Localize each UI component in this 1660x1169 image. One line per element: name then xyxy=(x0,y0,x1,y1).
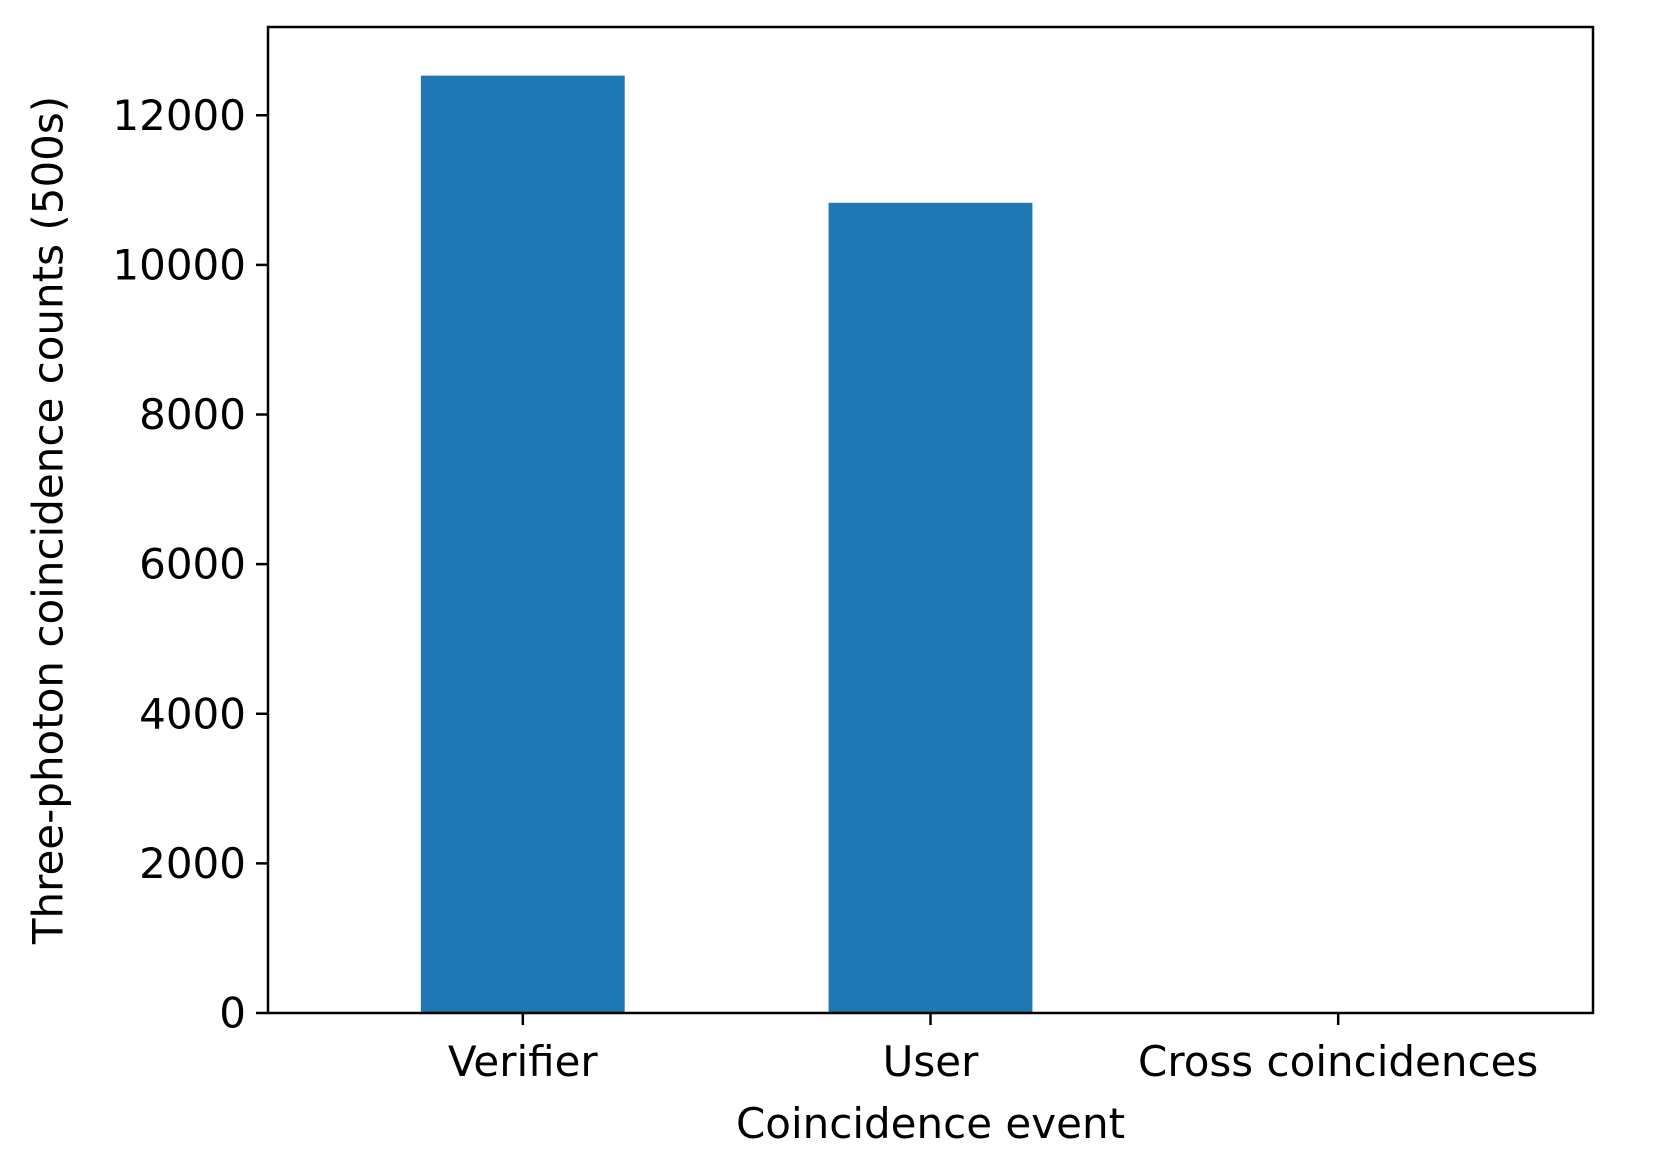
y-tick-label: 10000 xyxy=(112,240,246,289)
y-tick-label: 2000 xyxy=(139,839,246,888)
x-tick-label: Cross coincidences xyxy=(1138,1037,1538,1086)
bars-group xyxy=(420,75,1033,1013)
y-tick-label: 6000 xyxy=(139,540,246,589)
x-tick-label: User xyxy=(883,1037,979,1086)
x-axis: Verifier User Cross coincidences xyxy=(448,1013,1538,1086)
x-axis-label: Coincidence event xyxy=(736,1099,1125,1148)
y-tick-label: 0 xyxy=(219,989,246,1038)
bar-user xyxy=(828,202,1033,1013)
y-axis: 0 2000 4000 6000 8000 10000 12000 xyxy=(112,91,268,1038)
y-tick-label: 8000 xyxy=(139,390,246,439)
x-tick-label: Verifier xyxy=(448,1037,599,1086)
y-tick-label: 4000 xyxy=(139,689,246,738)
bar-verifier xyxy=(420,75,625,1013)
y-axis-label: Three-photon coincidence counts (500s) xyxy=(24,96,73,945)
y-tick-label: 12000 xyxy=(112,91,246,140)
